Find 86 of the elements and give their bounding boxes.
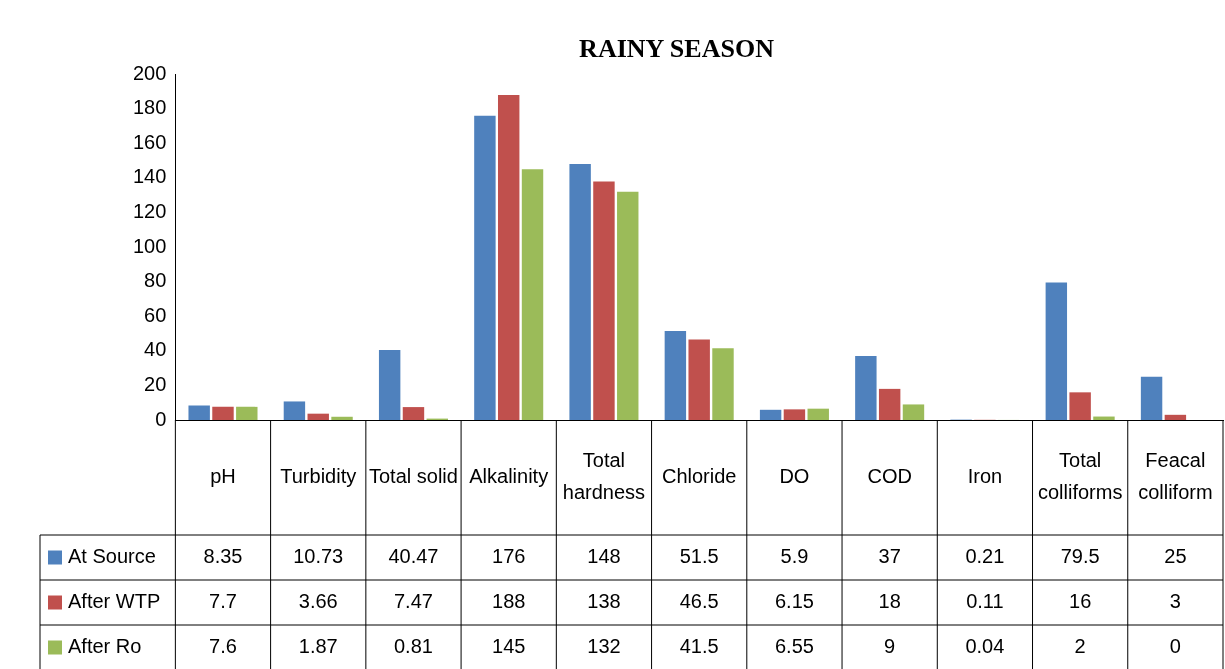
data-label: 8.35 (203, 545, 243, 568)
data-label: 0.81 (394, 635, 433, 658)
bar (664, 330, 687, 420)
bar (807, 408, 829, 420)
y-tick-label: 200 (132, 61, 167, 84)
data-label: 40.47 (388, 545, 439, 568)
data-label: 2 (1074, 635, 1086, 658)
y-tick-label: 20 (144, 372, 167, 395)
data-label: 1.87 (298, 635, 338, 658)
data-label: 5.9 (780, 545, 809, 568)
data-label: 3.66 (298, 590, 338, 613)
x-tick-label: Feacal colliform (1138, 449, 1213, 504)
data-label: 37 (878, 545, 901, 568)
y-tick-label: 40 (144, 338, 167, 361)
x-tick-label: COD (867, 465, 912, 488)
bar (593, 181, 615, 420)
data-label: 132 (587, 635, 621, 658)
data-label: 51.5 (679, 545, 719, 568)
x-tick-label: Iron (967, 465, 1003, 488)
data-label: 138 (587, 590, 621, 613)
bar (474, 115, 496, 420)
data-label: 148 (587, 545, 621, 568)
bar (521, 169, 544, 420)
bar (188, 405, 210, 420)
bar (497, 94, 520, 420)
bar (402, 407, 425, 420)
x-tick-label: Total colliforms (1037, 449, 1123, 504)
data-label: 176 (492, 545, 526, 568)
bar (855, 356, 877, 420)
data-label: 145 (492, 635, 526, 658)
legend-label: After Ro (68, 635, 142, 658)
y-tick-label: 80 (144, 269, 167, 292)
data-label: 6.55 (774, 635, 814, 658)
bar (1045, 282, 1068, 420)
data-label: 79.5 (1060, 545, 1100, 568)
legend-label: After WTP (68, 590, 161, 613)
data-label: 9 (884, 635, 896, 658)
data-label: 41.5 (679, 635, 719, 658)
bar (307, 413, 329, 420)
bar (1164, 414, 1187, 420)
data-label: 3 (1169, 590, 1181, 613)
x-tick-label: Total solid (369, 465, 458, 488)
data-label: 0.11 (966, 590, 1004, 613)
bar (902, 404, 925, 420)
x-tick-label: pH (210, 465, 236, 488)
data-label: 16 (1069, 590, 1092, 613)
y-tick-label: 100 (132, 234, 167, 257)
data-label: 7.6 (209, 635, 237, 658)
bar (688, 339, 710, 420)
bar (331, 416, 353, 420)
bar (783, 409, 806, 420)
y-tick-label: 140 (132, 165, 167, 188)
y-tick-label: 0 (155, 407, 167, 430)
bar (283, 401, 306, 420)
bar (712, 348, 734, 420)
x-tick-label: DO (779, 465, 810, 488)
bar (378, 350, 401, 420)
x-tick-label: Total hardness (562, 449, 646, 504)
bar (878, 388, 901, 420)
data-label: 10.73 (293, 545, 344, 568)
x-tick-label: Turbidity (280, 465, 357, 488)
bar (1140, 376, 1163, 420)
y-tick-label: 180 (132, 96, 167, 119)
data-label: 0.21 (965, 545, 1005, 568)
bar (236, 406, 258, 420)
bar (569, 164, 591, 420)
data-label: 0.04 (965, 635, 1005, 658)
data-label: 7.7 (209, 590, 237, 613)
chart-title: RAINY SEASON (579, 34, 775, 64)
y-tick-label: 120 (132, 200, 167, 223)
data-label: 0 (1169, 635, 1181, 658)
data-label: 46.5 (679, 590, 719, 613)
bar (212, 406, 234, 420)
data-label: 25 (1164, 545, 1187, 568)
bar (759, 409, 782, 420)
legend-label: At Source (68, 545, 156, 568)
x-tick-label: Chloride (661, 465, 737, 488)
data-label: 188 (492, 590, 526, 613)
bar (1069, 392, 1091, 420)
bar (617, 191, 639, 420)
data-label: 6.15 (774, 590, 814, 613)
x-tick-label: Alkalinity (469, 465, 549, 488)
data-label: 18 (878, 590, 901, 613)
data-label: 7.47 (394, 590, 433, 613)
y-tick-label: 60 (144, 303, 167, 326)
y-tick-label: 160 (132, 130, 167, 153)
